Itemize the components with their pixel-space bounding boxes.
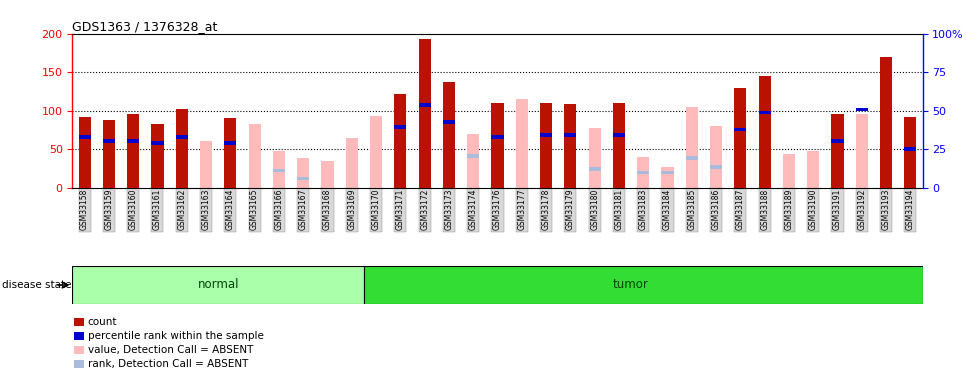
Bar	[612, 103, 625, 188]
Bar	[612, 133, 625, 137]
Bar	[346, 138, 357, 188]
Bar	[710, 165, 723, 169]
Text: tumor: tumor	[613, 279, 649, 291]
Text: percentile rank within the sample: percentile rank within the sample	[88, 331, 264, 341]
Bar	[74, 318, 84, 326]
Bar	[298, 177, 309, 180]
Bar	[152, 124, 163, 188]
Bar	[492, 103, 503, 188]
Bar	[224, 118, 237, 188]
Bar	[394, 125, 407, 129]
Bar	[74, 332, 84, 340]
Bar	[832, 139, 843, 143]
Bar	[128, 114, 139, 188]
Bar	[322, 160, 333, 188]
Bar	[72, 266, 364, 304]
Text: normal: normal	[197, 279, 239, 291]
Bar	[78, 135, 91, 139]
Bar	[734, 128, 747, 131]
Bar	[248, 124, 261, 188]
Bar	[734, 88, 747, 188]
Bar	[128, 139, 139, 143]
Bar	[468, 154, 479, 158]
Bar	[418, 39, 431, 188]
Bar	[394, 94, 407, 188]
Text: GDS1363 / 1376328_at: GDS1363 / 1376328_at	[72, 20, 217, 33]
Text: rank, Detection Call = ABSENT: rank, Detection Call = ABSENT	[88, 359, 248, 369]
Bar	[102, 139, 115, 143]
Bar	[540, 103, 553, 188]
Bar	[758, 76, 771, 188]
Text: disease state: disease state	[2, 280, 71, 290]
Bar	[638, 171, 649, 174]
Bar	[758, 111, 771, 114]
Bar	[856, 108, 867, 111]
Bar	[74, 360, 84, 368]
Bar	[516, 99, 527, 188]
Bar	[468, 134, 479, 188]
Bar	[880, 57, 893, 188]
Bar	[200, 141, 213, 188]
Bar	[662, 167, 673, 188]
Bar	[102, 120, 115, 188]
Bar	[686, 107, 697, 188]
Bar	[832, 114, 843, 188]
Bar	[298, 158, 309, 188]
Bar	[686, 156, 697, 160]
Bar	[78, 117, 91, 188]
Bar	[74, 346, 84, 354]
Bar	[856, 114, 867, 188]
Bar	[588, 128, 601, 188]
Bar	[662, 171, 673, 174]
Text: value, Detection Call = ABSENT: value, Detection Call = ABSENT	[88, 345, 253, 355]
Bar	[272, 169, 285, 172]
Bar	[540, 133, 553, 137]
Bar	[808, 151, 819, 188]
Bar	[904, 147, 917, 151]
Bar	[224, 141, 237, 145]
Text: count: count	[88, 317, 117, 327]
Bar	[638, 157, 649, 188]
Bar	[418, 103, 431, 107]
Bar	[492, 135, 503, 139]
Bar	[588, 167, 601, 171]
Bar	[904, 117, 917, 188]
Bar	[370, 116, 383, 188]
Bar	[564, 133, 577, 137]
Bar	[176, 135, 187, 139]
Bar	[152, 141, 163, 145]
Bar	[710, 126, 723, 188]
Bar	[272, 152, 285, 188]
Bar	[364, 266, 923, 304]
Bar	[782, 154, 795, 188]
Bar	[442, 120, 455, 124]
Bar	[442, 82, 455, 188]
Bar	[176, 109, 187, 188]
Bar	[564, 105, 577, 188]
